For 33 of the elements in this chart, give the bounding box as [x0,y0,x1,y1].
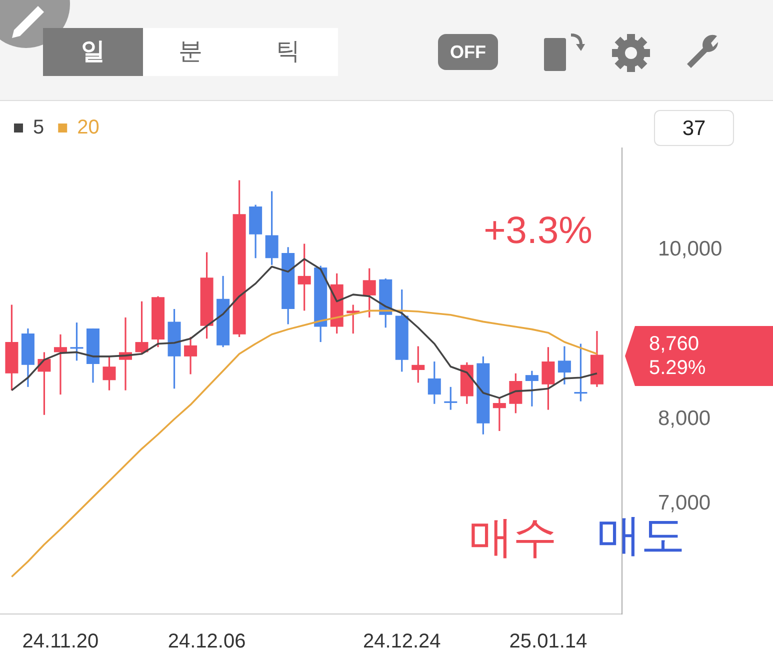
y-tick-label: 8,000 [658,406,711,430]
text: 분 [143,28,238,76]
x-tick-label: 25.01.14 [509,630,588,653]
y-tick-label: 10,000 [658,237,722,260]
annotation: 매수 [468,512,558,564]
legend-label: 20 [77,116,100,139]
candlestick [135,300,148,354]
candlestick [428,360,441,405]
candlestick [492,396,506,432]
candlestick [509,372,522,414]
x-tick-label: 24.11.20 [22,630,99,653]
candlestick [184,336,198,376]
candlestick [444,386,458,411]
x-tick-label: 24.12.24 [362,630,441,653]
text: 일 [43,28,143,76]
text: OFF [438,34,498,70]
candlestick [362,268,376,318]
candlestick [298,242,311,312]
text: 8,760 5.29% [625,326,773,386]
legend-label: 5 [33,116,44,139]
candlestick [542,346,555,411]
candlestick [54,334,67,396]
candlestick [70,322,84,362]
text: 37 [654,110,734,146]
candlestick [525,370,538,408]
candlestick [574,342,588,402]
candlestick [412,345,425,384]
candlestick [265,190,278,266]
annotation: +3.3% [482,209,594,254]
candlestick [558,345,571,386]
x-tick-label: 24.12.06 [168,630,246,653]
candlestick [102,356,116,392]
text: 틱 [238,28,338,76]
